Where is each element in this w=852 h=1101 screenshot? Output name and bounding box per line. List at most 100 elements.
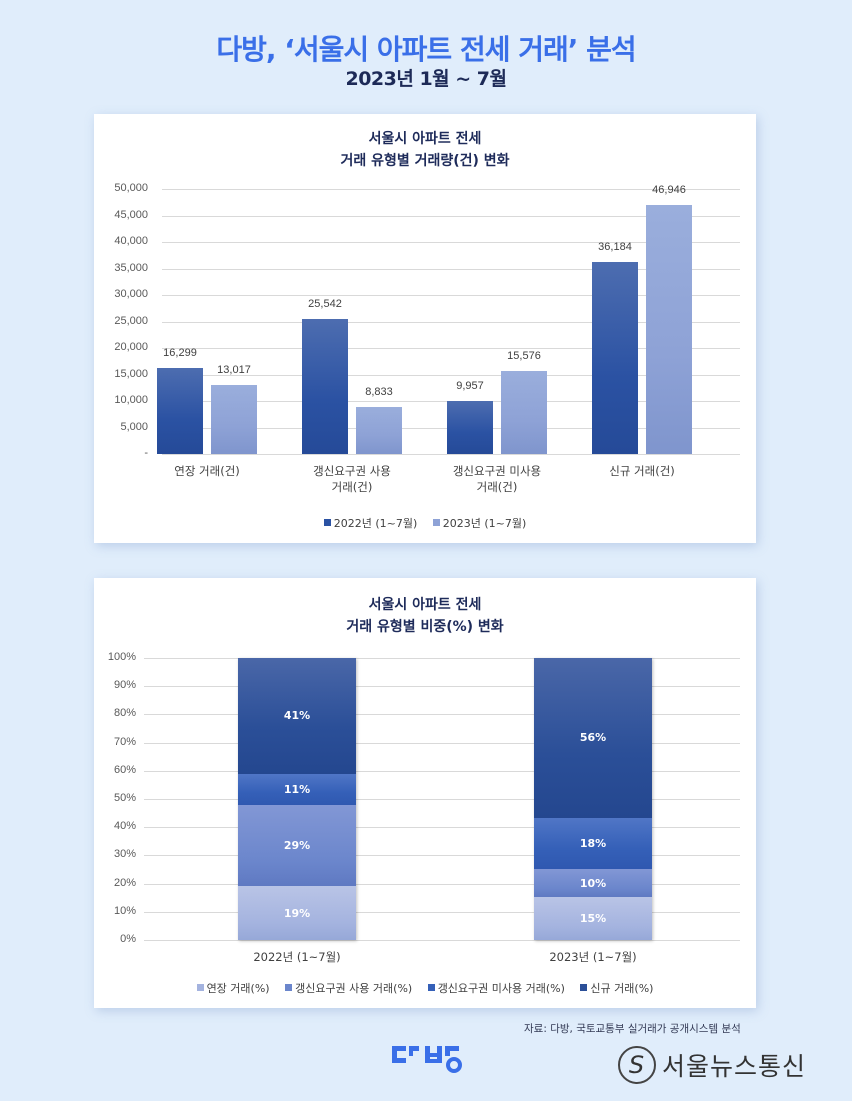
legend-label-unused: 갱신요구권 미사용 거래(%) [437,982,565,995]
legend-swatch-2022 [323,519,331,526]
chart-volume-title-line1: 서울시 아파트 전세 [368,131,482,147]
y-axis-tick: 50,000 [114,182,148,194]
legend-item-new: 신규 거래(%) [580,980,653,996]
y-axis-tick: 80% [113,707,136,720]
dabang-logo-icon [392,1046,462,1073]
x-axis-category: 연장 거래(건) [142,463,272,479]
legend-label-2023: 2023년 (1~7월) [442,517,527,530]
gridline [144,770,740,772]
y-axis-tick: 20,000 [114,341,148,353]
bar-2022 [157,367,203,454]
bar-2023 [501,371,547,454]
chart-share-title: 서울시 아파트 전세 거래 유형별 비중(%) 변화 [94,594,756,638]
news-agency-logo: S 서울뉴스통신 [618,1046,806,1084]
x-axis-category: 신규 거래(건) [577,463,707,479]
x-axis-category-line1: 연장 거래(건) [174,464,240,478]
source-note: 자료: 다방, 국토교통부 실거래가 공개시스템 분석 [524,1023,741,1035]
segment-label: 29% [283,839,311,852]
y-axis-tick: 100% [107,651,136,663]
y-axis-tick: 15,000 [114,367,148,380]
segment-label: 11% [283,782,311,796]
gridline [144,799,740,800]
gridline [144,883,740,885]
segment-label: 56% [579,731,607,745]
gridline [144,827,740,829]
segment-unused: 11% [238,773,356,805]
chart-volume-title-line2: 거래 유형별 거래량(건) 변화 [340,153,510,169]
chart-volume-title: 서울시 아파트 전세 거래 유형별 거래량(건) 변화 [94,128,756,172]
data-label-2023: 13,017 [217,364,251,376]
y-axis-tick: 20% [113,876,136,889]
gridline [144,911,740,913]
y-axis-tick: 70% [113,735,136,748]
chart-volume-panel: 서울시 아파트 전세 거래 유형별 거래량(건) 변화 50,000 45,000… [94,114,756,543]
legend-label-2022: 2022년 (1~7월) [333,517,418,530]
segment-label: 10% [579,876,607,890]
data-label-2022: 16,299 [163,346,197,359]
segment-unused: 18% [534,817,652,869]
gridline [144,742,740,744]
data-label-2023: 15,576 [507,350,541,363]
news-agency-name: 서울뉴스통신 [662,1052,807,1081]
data-label-2022: 36,184 [598,241,632,254]
y-axis-tick: 35,000 [114,261,148,274]
legend-swatch-new [580,984,588,991]
gridline [144,855,740,857]
y-axis-tick: 5,000 [120,420,148,433]
x-axis-category-line1: 갱신요구권 사용 [313,464,391,478]
legend-item-2023: 2023년 (1~7월) [432,515,527,531]
gridline [162,321,740,323]
bar-2023 [646,205,692,454]
gridline [162,454,740,455]
x-axis-category-line2: 거래(건) [476,480,518,494]
y-axis-tick: 90% [113,679,136,692]
chart-share-title-line2: 거래 유형별 비중(%) 변화 [346,619,504,635]
y-axis-tick: 10,000 [114,394,148,406]
y-axis-tick: 60% [113,763,136,776]
data-label-2022: 9,957 [456,380,484,393]
chart-share-panel: 서울시 아파트 전세 거래 유형별 비중(%) 변화 100% 90% 80% 70%… [94,578,756,1008]
bar-2022 [302,318,348,454]
gridline [162,189,740,190]
legend-swatch-used [285,984,293,991]
y-axis-tick: 40% [113,820,136,833]
segment-used: 29% [238,804,356,887]
gridline [162,374,740,376]
legend-item-unused: 갱신요구권 미사용 거래(%) [427,980,565,996]
gridline [144,658,740,659]
legend-label-renewal: 연장 거래(%) [206,982,270,995]
y-axis-tick: 45,000 [114,208,148,221]
y-axis-tick: - [144,447,148,459]
gridline [162,268,740,270]
legend-swatch-2023 [432,519,440,526]
gridline [162,295,740,296]
y-axis-tick: 50% [113,792,136,804]
chart-volume-legend: 2022년 (1~7월) 2023년 (1~7월) [94,515,756,531]
news-agency-mark-icon: S [618,1046,656,1084]
segment-new: 56% [534,658,652,818]
legend-label-used: 갱신요구권 사용 거래(%) [295,982,413,995]
chart-share-legend: 연장 거래(%) 갱신요구권 사용 거래(%) 갱신요구권 미사용 거래(%) … [94,980,756,996]
gridline [144,940,740,941]
legend-item-renewal: 연장 거래(%) [196,980,270,996]
y-axis-tick: 40,000 [114,235,148,247]
bar-2023 [211,385,257,454]
segment-label: 41% [283,709,311,723]
data-label-2022: 25,542 [308,297,342,310]
y-axis-tick: 25,000 [114,314,148,327]
segment-used: 10% [534,868,652,898]
y-axis-tick: 10% [113,904,136,917]
segment-renewal: 19% [238,886,356,940]
x-axis-category-line1: 갱신요구권 미사용 [452,464,542,478]
x-axis-category-line1: 신규 거래(건) [609,464,675,478]
data-label-2023: 46,946 [652,184,686,197]
gridline [162,215,740,217]
bar-2023 [356,407,402,454]
x-axis-category-line2: 거래(건) [331,480,373,494]
segment-renewal: 15% [534,897,652,940]
legend-swatch-renewal [196,984,204,991]
segment-new: 41% [238,658,356,774]
sub-title: 2023년 1월 ~ 7월 [345,68,507,90]
